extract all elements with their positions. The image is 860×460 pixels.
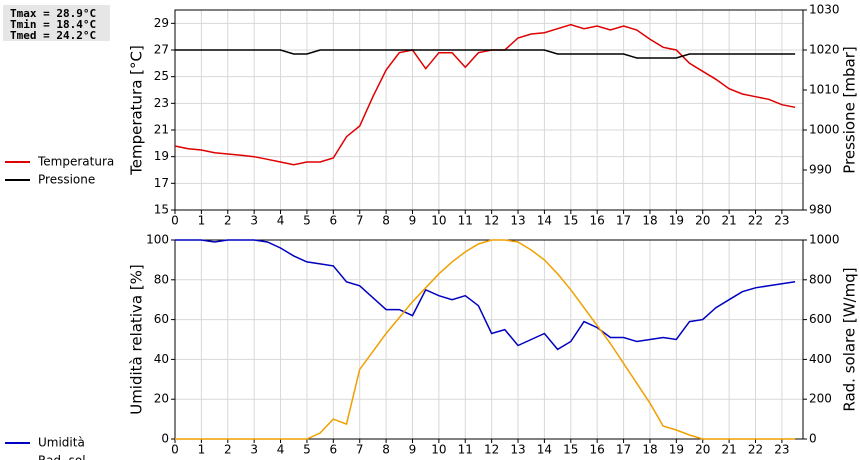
y-tick-label: 17	[154, 176, 169, 190]
x-tick-label: 17	[616, 214, 631, 228]
x-tick-label: 15	[563, 214, 578, 228]
y2-tick-label: 1000	[809, 123, 840, 137]
plot-frame	[174, 9, 804, 211]
y2-tick-label: 1000	[809, 233, 840, 247]
x-tick-label: 9	[409, 214, 417, 228]
x-tick-label: 8	[382, 214, 390, 228]
legend-label: Umidità	[38, 436, 85, 450]
x-tick-label: 13	[510, 443, 525, 457]
x-tick-label: 6	[329, 443, 337, 457]
x-tick-label: 13	[510, 214, 525, 228]
y-tick-label: 23	[154, 96, 169, 110]
y-tick-label: 100	[146, 233, 169, 247]
x-tick-label: 14	[537, 214, 552, 228]
x-tick-label: 2	[224, 443, 232, 457]
y-axis-label: Umidità relativa [%]	[128, 264, 146, 415]
x-tick-label: 10	[431, 443, 446, 457]
x-tick-label: 22	[748, 214, 763, 228]
x-tick-label: 3	[250, 443, 258, 457]
legend-label: Rad. sol.	[38, 454, 89, 460]
y2-tick-label: 1010	[809, 83, 840, 97]
x-tick-label: 0	[171, 443, 179, 457]
x-tick-label: 11	[458, 214, 473, 228]
y-tick-label: 27	[154, 43, 169, 57]
stat-tmed: Tmed = 24.2°C	[10, 29, 96, 42]
y2-tick-label: 1030	[809, 3, 840, 17]
stat-tmax: Tmax = 28.9°C	[10, 7, 96, 20]
x-tick-label: 23	[774, 443, 789, 457]
data-line	[174, 23, 796, 166]
x-tick-label: 17	[616, 443, 631, 457]
y-tick-label: 21	[154, 123, 169, 137]
x-tick-label: 0	[171, 214, 179, 228]
stats-box	[3, 5, 110, 41]
x-tick-label: 22	[748, 443, 763, 457]
data-line	[175, 239, 796, 440]
y-tick-label: 0	[161, 432, 169, 446]
legend-label: Pressione	[38, 173, 95, 187]
y-tick-label: 15	[154, 203, 169, 217]
plot-area	[174, 239, 804, 440]
plot-area	[174, 9, 804, 211]
x-tick-label: 16	[590, 443, 605, 457]
x-tick-label: 7	[356, 443, 364, 457]
x-tick-label: 2	[224, 214, 232, 228]
y-tick-label: 20	[154, 392, 169, 406]
x-tick-label: 5	[303, 214, 311, 228]
x-tick-label: 21	[721, 443, 736, 457]
y2-tick-label: 200	[809, 392, 832, 406]
y-tick-label: 25	[154, 69, 169, 83]
y-tick-label: 80	[154, 272, 169, 286]
y-tick-label: 29	[154, 16, 169, 30]
x-tick-label: 1	[198, 214, 206, 228]
x-tick-label: 10	[431, 214, 446, 228]
x-tick-label: 16	[590, 214, 605, 228]
x-tick-label: 20	[695, 214, 710, 228]
x-tick-label: 4	[277, 214, 285, 228]
y2-tick-label: 400	[809, 352, 832, 366]
x-tick-label: 18	[642, 214, 657, 228]
y2-axis-label: Pressione [mbar]	[841, 46, 859, 174]
x-tick-label: 3	[250, 214, 258, 228]
y-tick-label: 60	[154, 312, 169, 326]
x-tick-label: 5	[303, 443, 311, 457]
x-tick-label: 7	[356, 214, 364, 228]
x-tick-label: 11	[458, 443, 473, 457]
x-tick-label: 6	[329, 214, 337, 228]
y2-tick-label: 600	[809, 312, 832, 326]
y2-tick-label: 1020	[809, 43, 840, 57]
y-axis-label: Temperatura [°C]	[128, 45, 146, 176]
y-tick-label: 19	[154, 149, 169, 163]
x-tick-label: 20	[695, 443, 710, 457]
data-line	[175, 239, 796, 351]
x-tick-label: 12	[484, 443, 499, 457]
x-tick-label: 19	[669, 443, 684, 457]
x-tick-label: 14	[537, 443, 552, 457]
y-tick-label: 40	[154, 352, 169, 366]
x-tick-label: 15	[563, 443, 578, 457]
data-line	[175, 49, 796, 59]
y2-tick-label: 0	[809, 432, 817, 446]
x-tick-label: 23	[774, 214, 789, 228]
plot-frame	[174, 239, 804, 440]
x-tick-label: 18	[642, 443, 657, 457]
x-tick-label: 4	[277, 443, 285, 457]
x-tick-label: 19	[669, 214, 684, 228]
x-tick-label: 8	[382, 443, 390, 457]
x-tick-label: 21	[721, 214, 736, 228]
legend-label: Temperatura	[37, 155, 114, 169]
stat-tmin: Tmin = 18.4°C	[10, 18, 96, 31]
y2-tick-label: 980	[809, 203, 832, 217]
y2-axis-label: Rad. solare [W/mq]	[841, 267, 859, 411]
x-tick-label: 9	[409, 443, 417, 457]
y2-tick-label: 990	[809, 163, 832, 177]
x-tick-label: 1	[198, 443, 206, 457]
x-tick-label: 12	[484, 214, 499, 228]
y2-tick-label: 800	[809, 272, 832, 286]
